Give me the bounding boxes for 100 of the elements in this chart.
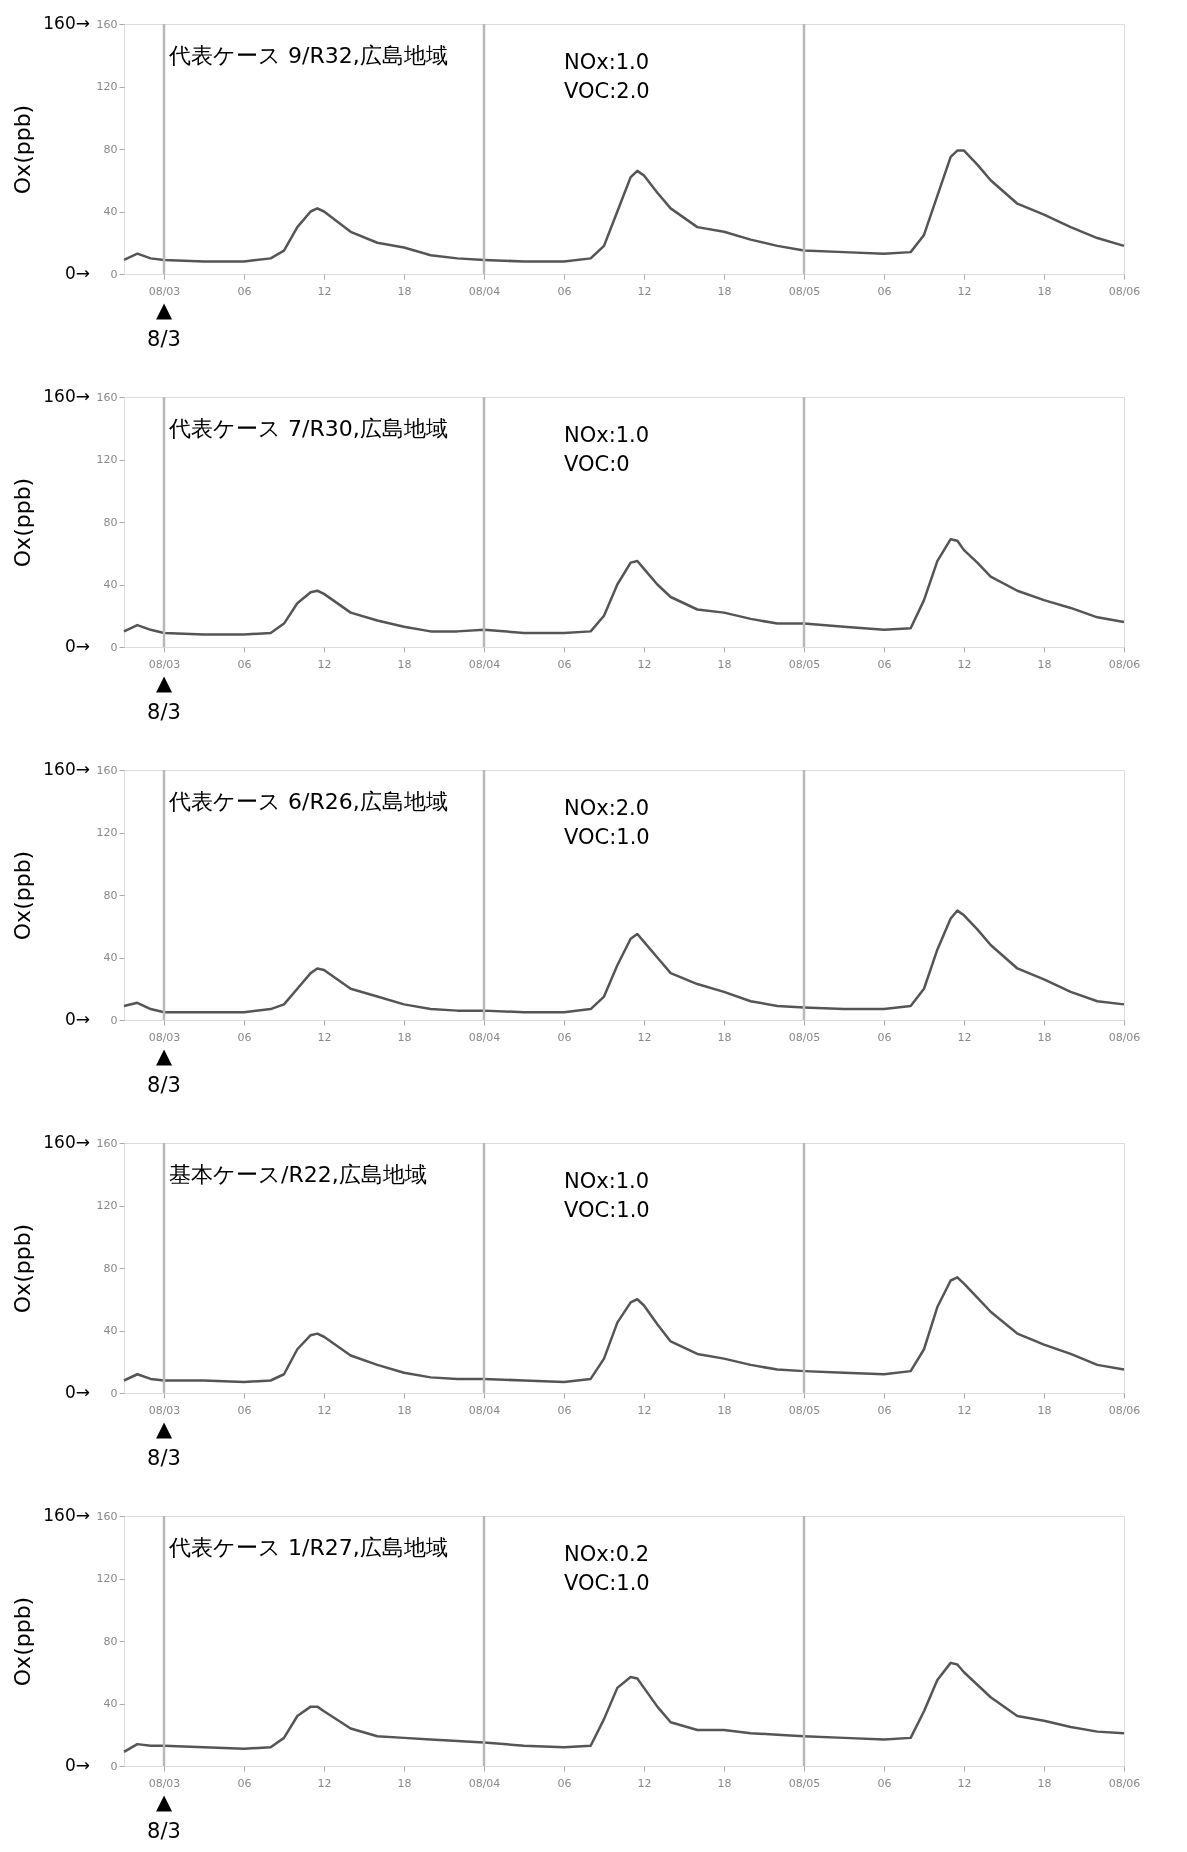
text: 代表ケース 9/R32,広島地域 (168, 43, 448, 68)
x-tick-label: 08/06 (1108, 284, 1141, 298)
text: ▲ 8/3 (147, 298, 181, 351)
y-tick-label: 120 (96, 80, 118, 93)
x-tick-label: 08/03 (148, 657, 181, 671)
y-tick-label: 80 (103, 515, 118, 529)
x-tick-label: 12 (957, 1030, 972, 1044)
y-tick-label: 80 (103, 142, 118, 156)
x-tick-label: 08/04 (468, 657, 501, 671)
x-tick-label: 18 (717, 284, 732, 298)
x-tick-label: 12 (637, 1403, 652, 1417)
x-tick-label: 18 (397, 1776, 412, 1790)
y-tick-label: 40 (103, 205, 118, 218)
x-tick-label: 06 (557, 1776, 572, 1790)
y-tick-label: 120 (96, 453, 118, 466)
x-tick-label: 18 (397, 657, 412, 671)
y-tick-label: 120 (96, 1199, 118, 1212)
x-tick-label: 08/06 (1108, 1030, 1141, 1044)
text: 0→ (64, 1009, 90, 1029)
x-tick-label: 08/05 (788, 1403, 821, 1417)
x-tick-label: 08/06 (1108, 1403, 1141, 1417)
text: ▲ 8/3 (147, 1044, 181, 1097)
y-tick-label: 160 (96, 390, 118, 404)
x-tick-label: 08/03 (148, 1776, 181, 1790)
text: 基本ケース/R22,広島地域 (169, 1162, 427, 1187)
y-axis-title: Ox(ppb) (9, 477, 35, 568)
y-tick-label: 80 (103, 1261, 118, 1275)
y-tick-label: 0 (110, 1386, 118, 1400)
x-tick-label: 12 (957, 657, 972, 671)
x-tick-label: 06 (557, 657, 572, 671)
x-tick-label: 12 (317, 1776, 332, 1790)
y-tick-label: 0 (110, 267, 118, 281)
text: 代表ケース 1/R27,広島地域 (168, 1535, 448, 1560)
x-tick-label: 06 (877, 284, 892, 298)
y-tick-label: 40 (103, 1697, 118, 1710)
y-tick-label: 0 (110, 1759, 118, 1773)
x-tick-label: 18 (1037, 657, 1052, 671)
x-tick-label: 12 (317, 1403, 332, 1417)
annotation: NOx:1.0 VOC:0 (564, 423, 650, 476)
x-tick-label: 08/05 (788, 1776, 821, 1790)
x-tick-label: 12 (637, 284, 652, 298)
y-tick-label: 160 (96, 1509, 118, 1523)
x-tick-label: 06 (237, 1403, 252, 1417)
x-tick-label: 18 (717, 1776, 732, 1790)
y-axis-title: Ox(ppb) (9, 1596, 35, 1687)
x-tick-label: 12 (957, 1403, 972, 1417)
x-tick-label: 06 (557, 1403, 572, 1417)
x-tick-label: 06 (237, 657, 252, 671)
text: 160→ (43, 386, 90, 406)
x-tick-label: 06 (877, 1403, 892, 1417)
x-tick-label: 08/04 (468, 1403, 501, 1417)
x-tick-label: 08/04 (468, 1776, 501, 1790)
x-tick-label: 12 (637, 657, 652, 671)
x-tick-label: 08/05 (788, 1030, 821, 1044)
x-tick-label: 12 (957, 1776, 972, 1790)
y-axis-title: Ox(ppb) (9, 104, 35, 195)
annotation: NOx:2.0 VOC:1.0 (564, 796, 650, 849)
x-tick-label: 08/05 (788, 657, 821, 671)
y-tick-label: 0 (110, 1013, 118, 1027)
text: 0→ (64, 263, 90, 283)
y-tick-label: 160 (96, 17, 118, 31)
x-tick-label: 06 (877, 1030, 892, 1044)
text: 0→ (64, 1382, 90, 1402)
x-tick-label: 18 (717, 1403, 732, 1417)
text: ▲ 8/3 (147, 1790, 181, 1843)
y-tick-label: 120 (96, 826, 118, 839)
x-tick-label: 12 (637, 1776, 652, 1790)
text: 160→ (43, 1132, 90, 1152)
x-tick-label: 08/06 (1108, 657, 1141, 671)
x-tick-label: 18 (1037, 1776, 1052, 1790)
text: 0→ (64, 1755, 90, 1775)
text: 0→ (64, 636, 90, 656)
y-tick-label: 40 (103, 1324, 118, 1337)
x-tick-label: 08/03 (148, 1403, 181, 1417)
x-tick-label: 12 (317, 657, 332, 671)
text: 代表ケース 6/R26,広島地域 (168, 789, 448, 814)
x-tick-label: 08/04 (468, 1030, 501, 1044)
x-tick-label: 06 (237, 1030, 252, 1044)
x-tick-label: 08/04 (468, 284, 501, 298)
x-tick-label: 18 (717, 1030, 732, 1044)
y-tick-label: 160 (96, 1136, 118, 1150)
x-tick-label: 06 (557, 1030, 572, 1044)
annotation: NOx:1.0 VOC:2.0 (564, 50, 650, 103)
text: 160→ (43, 759, 90, 779)
x-tick-label: 18 (1037, 284, 1052, 298)
x-tick-label: 12 (317, 284, 332, 298)
x-tick-label: 18 (397, 1403, 412, 1417)
x-tick-label: 08/05 (788, 284, 821, 298)
y-tick-label: 160 (96, 763, 118, 777)
y-tick-label: 120 (96, 1572, 118, 1585)
x-tick-label: 12 (957, 284, 972, 298)
x-tick-label: 08/03 (148, 1030, 181, 1044)
x-tick-label: 18 (717, 657, 732, 671)
x-tick-label: 08/03 (148, 284, 181, 298)
text: ▲ 8/3 (147, 1417, 181, 1470)
x-tick-label: 06 (877, 1776, 892, 1790)
y-axis-title: Ox(ppb) (9, 1223, 35, 1314)
text: 代表ケース 7/R30,広島地域 (168, 416, 448, 441)
text: ▲ 8/3 (147, 671, 181, 724)
x-tick-label: 18 (1037, 1403, 1052, 1417)
